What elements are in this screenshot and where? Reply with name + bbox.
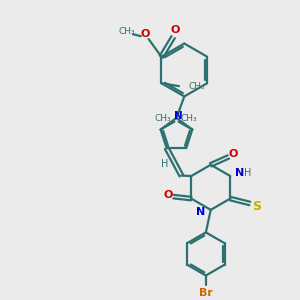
Text: CH₃: CH₃ (189, 82, 206, 91)
Text: O: O (140, 29, 149, 39)
Text: S: S (252, 200, 261, 213)
Text: N: N (236, 168, 245, 178)
Text: O: O (163, 190, 172, 200)
Text: O: O (170, 25, 180, 35)
Text: H: H (160, 159, 168, 169)
Text: N: N (196, 207, 206, 217)
Text: O: O (229, 149, 238, 159)
Text: N: N (174, 111, 183, 121)
Text: Br: Br (199, 288, 213, 298)
Text: H: H (244, 168, 252, 178)
Text: CH₃: CH₃ (180, 114, 197, 123)
Text: CH₃: CH₃ (154, 114, 171, 123)
Text: CH₃: CH₃ (119, 27, 135, 36)
